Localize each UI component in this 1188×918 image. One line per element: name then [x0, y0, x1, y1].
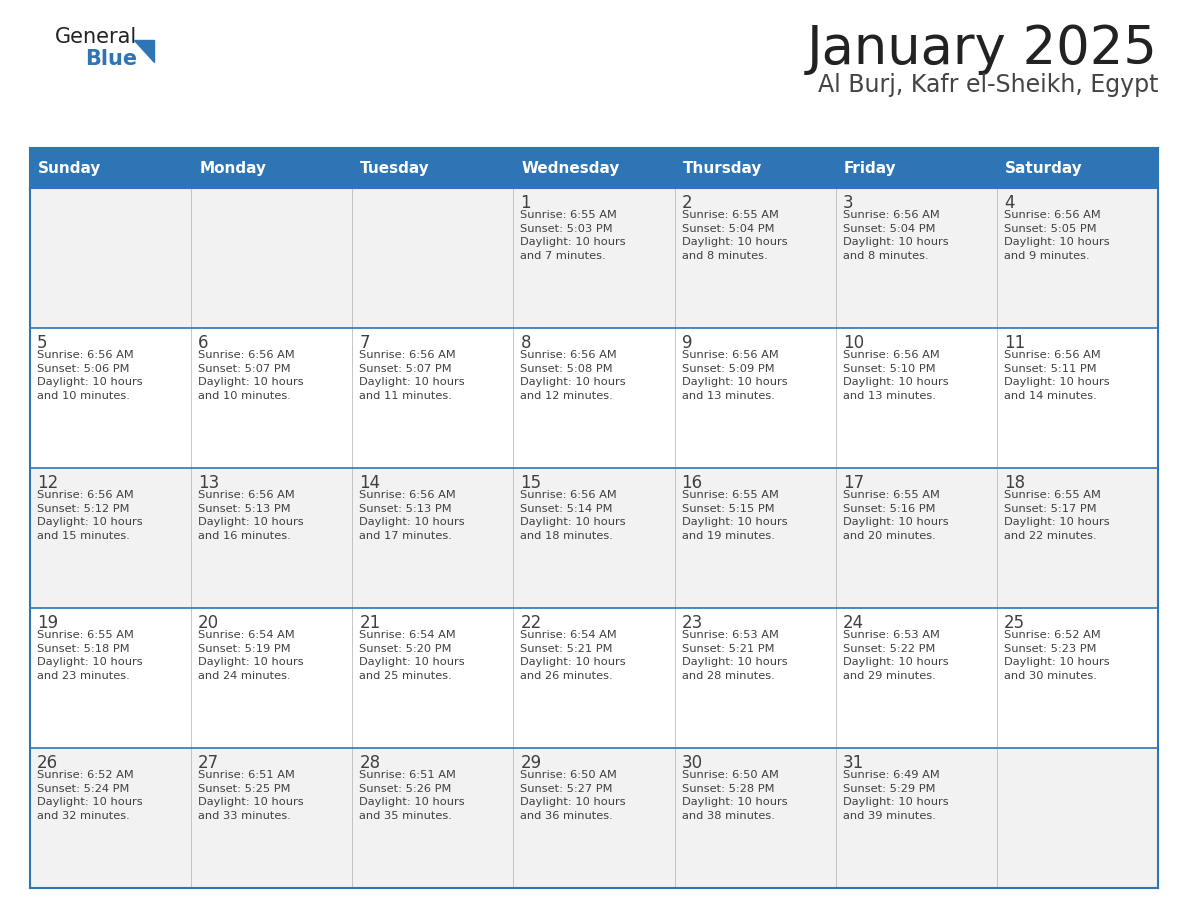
Bar — [353, 148, 513, 188]
Bar — [675, 148, 835, 188]
Text: 11: 11 — [1004, 334, 1025, 352]
Bar — [835, 148, 997, 188]
Bar — [30, 328, 1158, 468]
Bar — [997, 148, 1158, 188]
Text: 15: 15 — [520, 474, 542, 492]
Text: 29: 29 — [520, 754, 542, 772]
Text: Sunrise: 6:56 AM
Sunset: 5:12 PM
Daylight: 10 hours
and 15 minutes.: Sunrise: 6:56 AM Sunset: 5:12 PM Dayligh… — [37, 490, 143, 541]
Bar — [30, 608, 1158, 748]
Text: 10: 10 — [842, 334, 864, 352]
Text: Sunrise: 6:50 AM
Sunset: 5:28 PM
Daylight: 10 hours
and 38 minutes.: Sunrise: 6:50 AM Sunset: 5:28 PM Dayligh… — [682, 770, 788, 821]
Text: Sunrise: 6:53 AM
Sunset: 5:22 PM
Daylight: 10 hours
and 29 minutes.: Sunrise: 6:53 AM Sunset: 5:22 PM Dayligh… — [842, 630, 948, 681]
Bar — [30, 748, 1158, 888]
Text: 30: 30 — [682, 754, 702, 772]
Text: Sunrise: 6:55 AM
Sunset: 5:15 PM
Daylight: 10 hours
and 19 minutes.: Sunrise: 6:55 AM Sunset: 5:15 PM Dayligh… — [682, 490, 788, 541]
Bar — [30, 188, 1158, 328]
Text: Sunrise: 6:56 AM
Sunset: 5:05 PM
Daylight: 10 hours
and 9 minutes.: Sunrise: 6:56 AM Sunset: 5:05 PM Dayligh… — [1004, 210, 1110, 261]
Text: Sunrise: 6:54 AM
Sunset: 5:19 PM
Daylight: 10 hours
and 24 minutes.: Sunrise: 6:54 AM Sunset: 5:19 PM Dayligh… — [198, 630, 304, 681]
Text: 27: 27 — [198, 754, 220, 772]
Bar — [513, 148, 675, 188]
Text: Sunrise: 6:55 AM
Sunset: 5:03 PM
Daylight: 10 hours
and 7 minutes.: Sunrise: 6:55 AM Sunset: 5:03 PM Dayligh… — [520, 210, 626, 261]
Text: Sunrise: 6:49 AM
Sunset: 5:29 PM
Daylight: 10 hours
and 39 minutes.: Sunrise: 6:49 AM Sunset: 5:29 PM Dayligh… — [842, 770, 948, 821]
Text: 23: 23 — [682, 614, 703, 632]
Text: 9: 9 — [682, 334, 693, 352]
Text: January 2025: January 2025 — [807, 23, 1158, 75]
Text: Friday: Friday — [843, 161, 896, 175]
Text: Sunrise: 6:56 AM
Sunset: 5:11 PM
Daylight: 10 hours
and 14 minutes.: Sunrise: 6:56 AM Sunset: 5:11 PM Dayligh… — [1004, 350, 1110, 401]
Text: 31: 31 — [842, 754, 864, 772]
Text: 1: 1 — [520, 194, 531, 212]
Text: Sunrise: 6:56 AM
Sunset: 5:06 PM
Daylight: 10 hours
and 10 minutes.: Sunrise: 6:56 AM Sunset: 5:06 PM Dayligh… — [37, 350, 143, 401]
Text: 26: 26 — [37, 754, 58, 772]
Text: Sunrise: 6:51 AM
Sunset: 5:26 PM
Daylight: 10 hours
and 35 minutes.: Sunrise: 6:51 AM Sunset: 5:26 PM Dayligh… — [359, 770, 465, 821]
Bar — [30, 468, 1158, 608]
Text: Sunrise: 6:56 AM
Sunset: 5:07 PM
Daylight: 10 hours
and 11 minutes.: Sunrise: 6:56 AM Sunset: 5:07 PM Dayligh… — [359, 350, 465, 401]
Text: Sunrise: 6:52 AM
Sunset: 5:23 PM
Daylight: 10 hours
and 30 minutes.: Sunrise: 6:52 AM Sunset: 5:23 PM Dayligh… — [1004, 630, 1110, 681]
Text: Sunrise: 6:55 AM
Sunset: 5:16 PM
Daylight: 10 hours
and 20 minutes.: Sunrise: 6:55 AM Sunset: 5:16 PM Dayligh… — [842, 490, 948, 541]
Text: Sunrise: 6:54 AM
Sunset: 5:21 PM
Daylight: 10 hours
and 26 minutes.: Sunrise: 6:54 AM Sunset: 5:21 PM Dayligh… — [520, 630, 626, 681]
Text: 7: 7 — [359, 334, 369, 352]
Text: 19: 19 — [37, 614, 58, 632]
Text: 28: 28 — [359, 754, 380, 772]
Text: 18: 18 — [1004, 474, 1025, 492]
Text: Sunrise: 6:56 AM
Sunset: 5:13 PM
Daylight: 10 hours
and 17 minutes.: Sunrise: 6:56 AM Sunset: 5:13 PM Dayligh… — [359, 490, 465, 541]
Text: Sunday: Sunday — [38, 161, 101, 175]
Text: Sunrise: 6:55 AM
Sunset: 5:04 PM
Daylight: 10 hours
and 8 minutes.: Sunrise: 6:55 AM Sunset: 5:04 PM Dayligh… — [682, 210, 788, 261]
Text: Wednesday: Wednesday — [522, 161, 620, 175]
Text: Sunrise: 6:56 AM
Sunset: 5:14 PM
Daylight: 10 hours
and 18 minutes.: Sunrise: 6:56 AM Sunset: 5:14 PM Dayligh… — [520, 490, 626, 541]
Text: Blue: Blue — [86, 49, 137, 69]
Text: 17: 17 — [842, 474, 864, 492]
Bar — [191, 148, 353, 188]
Text: 24: 24 — [842, 614, 864, 632]
Text: Sunrise: 6:55 AM
Sunset: 5:18 PM
Daylight: 10 hours
and 23 minutes.: Sunrise: 6:55 AM Sunset: 5:18 PM Dayligh… — [37, 630, 143, 681]
Text: Sunrise: 6:52 AM
Sunset: 5:24 PM
Daylight: 10 hours
and 32 minutes.: Sunrise: 6:52 AM Sunset: 5:24 PM Dayligh… — [37, 770, 143, 821]
Text: 20: 20 — [198, 614, 220, 632]
Text: Tuesday: Tuesday — [360, 161, 430, 175]
Text: 13: 13 — [198, 474, 220, 492]
Text: Sunrise: 6:50 AM
Sunset: 5:27 PM
Daylight: 10 hours
and 36 minutes.: Sunrise: 6:50 AM Sunset: 5:27 PM Dayligh… — [520, 770, 626, 821]
Text: 22: 22 — [520, 614, 542, 632]
Text: Sunrise: 6:53 AM
Sunset: 5:21 PM
Daylight: 10 hours
and 28 minutes.: Sunrise: 6:53 AM Sunset: 5:21 PM Dayligh… — [682, 630, 788, 681]
Text: Sunrise: 6:56 AM
Sunset: 5:09 PM
Daylight: 10 hours
and 13 minutes.: Sunrise: 6:56 AM Sunset: 5:09 PM Dayligh… — [682, 350, 788, 401]
Text: General: General — [55, 27, 138, 47]
Text: Al Burj, Kafr el-Sheikh, Egypt: Al Burj, Kafr el-Sheikh, Egypt — [817, 73, 1158, 97]
Text: Sunrise: 6:56 AM
Sunset: 5:04 PM
Daylight: 10 hours
and 8 minutes.: Sunrise: 6:56 AM Sunset: 5:04 PM Dayligh… — [842, 210, 948, 261]
Text: Thursday: Thursday — [683, 161, 762, 175]
Text: Sunrise: 6:56 AM
Sunset: 5:10 PM
Daylight: 10 hours
and 13 minutes.: Sunrise: 6:56 AM Sunset: 5:10 PM Dayligh… — [842, 350, 948, 401]
Text: 25: 25 — [1004, 614, 1025, 632]
Text: Monday: Monday — [200, 161, 266, 175]
Text: Sunrise: 6:56 AM
Sunset: 5:08 PM
Daylight: 10 hours
and 12 minutes.: Sunrise: 6:56 AM Sunset: 5:08 PM Dayligh… — [520, 350, 626, 401]
Text: 14: 14 — [359, 474, 380, 492]
Bar — [30, 148, 191, 188]
Text: 8: 8 — [520, 334, 531, 352]
Text: 2: 2 — [682, 194, 693, 212]
Text: 6: 6 — [198, 334, 209, 352]
Text: Saturday: Saturday — [1005, 161, 1082, 175]
Text: 4: 4 — [1004, 194, 1015, 212]
Text: 3: 3 — [842, 194, 853, 212]
Text: 12: 12 — [37, 474, 58, 492]
Text: 16: 16 — [682, 474, 702, 492]
Text: 21: 21 — [359, 614, 380, 632]
Polygon shape — [134, 40, 154, 62]
Text: 5: 5 — [37, 334, 48, 352]
Text: Sunrise: 6:55 AM
Sunset: 5:17 PM
Daylight: 10 hours
and 22 minutes.: Sunrise: 6:55 AM Sunset: 5:17 PM Dayligh… — [1004, 490, 1110, 541]
Text: Sunrise: 6:56 AM
Sunset: 5:13 PM
Daylight: 10 hours
and 16 minutes.: Sunrise: 6:56 AM Sunset: 5:13 PM Dayligh… — [198, 490, 304, 541]
Text: Sunrise: 6:51 AM
Sunset: 5:25 PM
Daylight: 10 hours
and 33 minutes.: Sunrise: 6:51 AM Sunset: 5:25 PM Dayligh… — [198, 770, 304, 821]
Text: Sunrise: 6:54 AM
Sunset: 5:20 PM
Daylight: 10 hours
and 25 minutes.: Sunrise: 6:54 AM Sunset: 5:20 PM Dayligh… — [359, 630, 465, 681]
Text: Sunrise: 6:56 AM
Sunset: 5:07 PM
Daylight: 10 hours
and 10 minutes.: Sunrise: 6:56 AM Sunset: 5:07 PM Dayligh… — [198, 350, 304, 401]
